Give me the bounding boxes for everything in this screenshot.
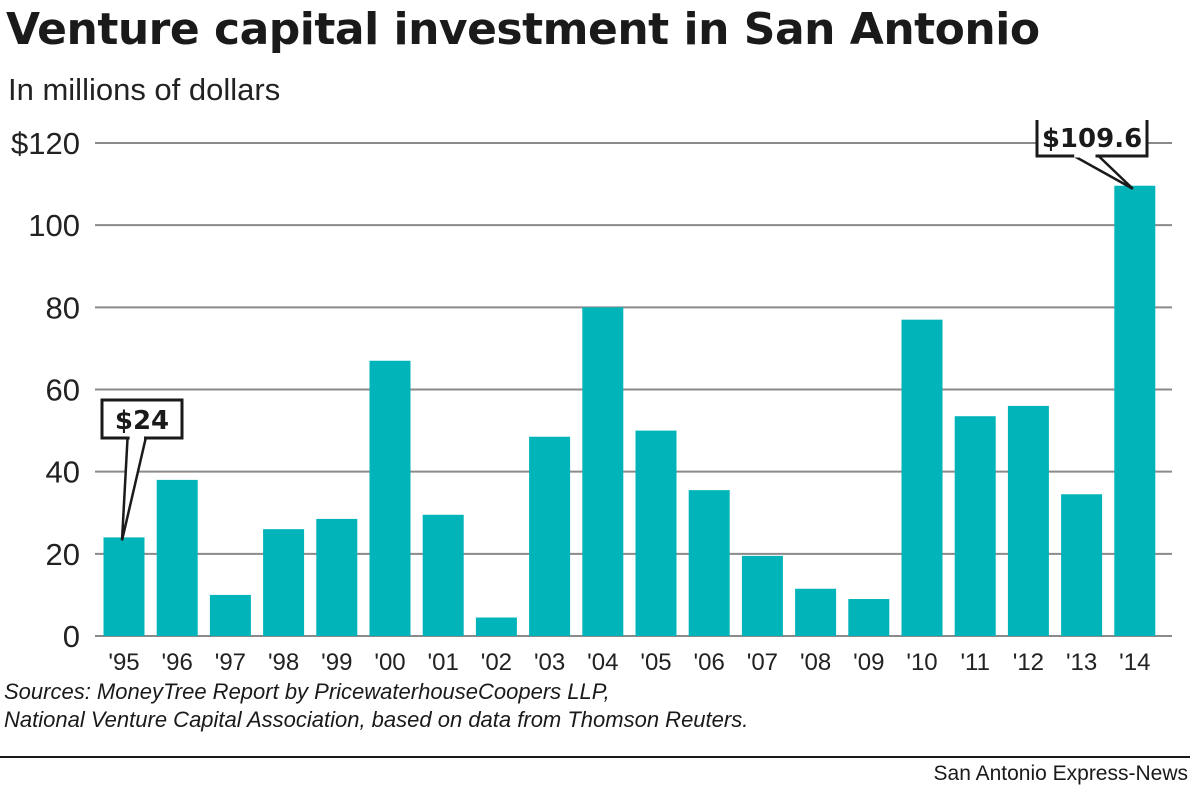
bar [475, 617, 517, 636]
bar [529, 436, 571, 636]
y-tick-label: $120 [11, 126, 80, 161]
callout-pointer [120, 435, 148, 541]
y-tick-label: 100 [28, 208, 80, 243]
bar [688, 490, 730, 636]
bar [1114, 185, 1156, 636]
bar [156, 479, 198, 636]
sources-line: Sources: MoneyTree Report by Pricewaterh… [4, 679, 610, 704]
bar [901, 319, 943, 636]
bar [635, 430, 677, 636]
y-tick-label: 20 [46, 537, 80, 572]
x-tick-label: '14 [1119, 649, 1150, 675]
annotations: $24 $109.6 [100, 120, 1149, 541]
x-tick-label: '08 [800, 649, 831, 675]
x-tick-label: '10 [906, 649, 937, 675]
sources-note: Sources: MoneyTree Report by Pricewaterh… [4, 678, 748, 734]
x-tick-label: '99 [321, 649, 352, 675]
footer-divider [0, 756, 1190, 758]
y-tick-label: 0 [63, 619, 80, 654]
x-tick-label: '11 [960, 649, 990, 675]
bar [1061, 494, 1103, 636]
callout-label: $109.6 [1042, 124, 1142, 154]
x-tick-label: '01 [428, 649, 459, 675]
x-tick-label: '95 [108, 649, 139, 675]
bar [209, 594, 251, 636]
sources-line: National Venture Capital Association, ba… [4, 707, 749, 732]
y-axis-ticks: 0 20 40 60 80 100 $120 [11, 126, 80, 654]
bar [103, 537, 145, 636]
bar-series [103, 185, 1156, 636]
x-tick-label: '07 [747, 649, 778, 675]
callout-pointer [1067, 153, 1134, 190]
y-tick-label: 80 [46, 290, 80, 325]
y-tick-label: 40 [46, 455, 80, 490]
x-tick-label: '00 [374, 649, 405, 675]
x-tick-label: '13 [1066, 649, 1097, 675]
bar [422, 514, 464, 636]
x-tick-label: '96 [162, 649, 193, 675]
callout: $109.6 [1035, 120, 1149, 190]
chart-subtitle: In millions of dollars [8, 72, 281, 107]
x-tick-label: '04 [587, 649, 618, 675]
bar [741, 555, 783, 636]
chart-title: Venture capital investment in San Antoni… [6, 4, 1040, 55]
x-tick-label: '12 [1013, 649, 1044, 675]
x-axis-ticks: '95 '96 '97 '98 '99 '00 '01 '02 '03 '04 '05 '06 '07 '… [108, 649, 1150, 675]
bar [582, 307, 624, 636]
bar-chart: 0 20 40 60 80 100 $120 '95 '96 '97 '98 '99 '00 '01 '0… [11, 120, 1172, 675]
x-tick-label: '09 [853, 649, 884, 675]
bar [795, 588, 837, 636]
bar [1007, 405, 1049, 636]
x-tick-label: '97 [215, 649, 246, 675]
y-tick-label: 60 [46, 373, 80, 408]
x-tick-label: '98 [268, 649, 299, 675]
bar [848, 599, 890, 636]
bar [369, 360, 411, 636]
bar [954, 416, 996, 636]
callout: $24 [100, 398, 184, 541]
x-tick-label: '06 [694, 649, 725, 675]
bar [263, 529, 305, 636]
publisher-credit: San Antonio Express-News [933, 762, 1188, 785]
x-tick-label: '02 [481, 649, 512, 675]
callout-label: $24 [115, 406, 169, 436]
x-tick-label: '03 [534, 649, 565, 675]
bar [316, 518, 358, 636]
x-tick-label: '05 [640, 649, 671, 675]
